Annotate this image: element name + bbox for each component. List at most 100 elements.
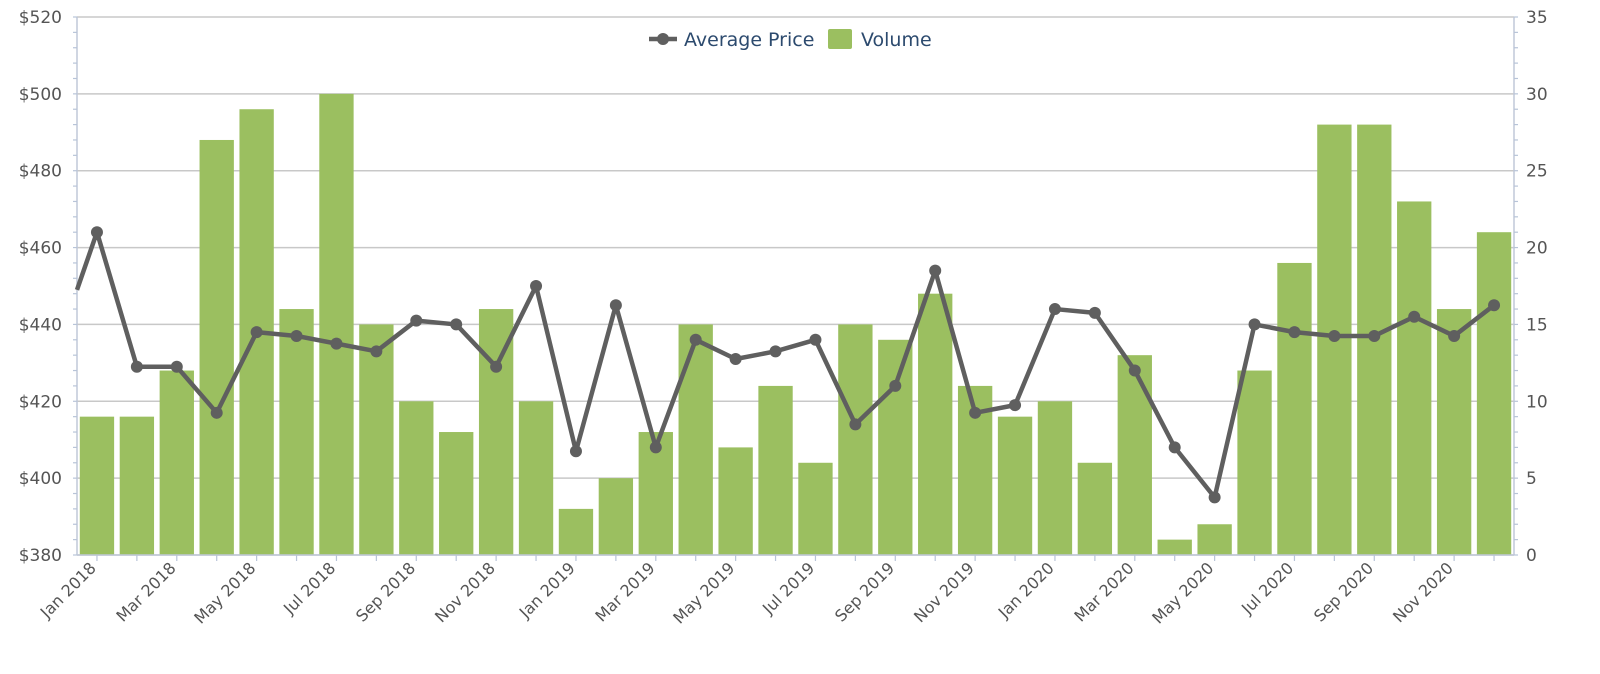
volume-bar[interactable] — [1077, 462, 1113, 555]
y-left-tick-label: $460 — [19, 239, 62, 259]
average-price-point[interactable] — [1168, 441, 1181, 454]
average-price-point[interactable] — [1328, 329, 1341, 342]
legend[interactable]: Average Price Volume — [649, 29, 932, 51]
average-price-point[interactable] — [210, 406, 223, 419]
legend-item-average-price[interactable]: Average Price — [649, 29, 814, 51]
volume-bars — [79, 93, 1512, 555]
average-price-point[interactable] — [849, 418, 862, 431]
volume-bar[interactable] — [1237, 370, 1272, 555]
x-tick-label: Mar 2019 — [591, 558, 658, 625]
average-price-point[interactable] — [809, 333, 822, 346]
volume-bar[interactable] — [199, 139, 234, 555]
average-price-point[interactable] — [569, 445, 582, 458]
average-price-point[interactable] — [490, 360, 503, 373]
volume-bar[interactable] — [1117, 355, 1152, 555]
average-price-point[interactable] — [450, 318, 463, 331]
average-price-point[interactable] — [649, 441, 662, 454]
volume-bar[interactable] — [439, 432, 474, 555]
average-price-point[interactable] — [1448, 329, 1461, 342]
legend-item-volume[interactable]: Volume — [828, 29, 932, 51]
average-price-point[interactable] — [769, 345, 782, 358]
legend-swatch — [828, 29, 852, 49]
volume-bar[interactable] — [319, 93, 354, 555]
average-price-point[interactable] — [1368, 329, 1381, 342]
average-price-point[interactable] — [1208, 491, 1221, 504]
average-price-point[interactable] — [1048, 303, 1061, 316]
volume-bar[interactable] — [1277, 262, 1312, 555]
average-price-point[interactable] — [1128, 364, 1141, 377]
volume-bar[interactable] — [558, 508, 594, 555]
volume-bar[interactable] — [598, 478, 634, 555]
average-price-point[interactable] — [130, 360, 143, 373]
x-tick-label: May 2020 — [1148, 558, 1217, 627]
x-tick-label: Nov 2018 — [431, 558, 499, 626]
y-right-tick-label: 0 — [1526, 546, 1537, 566]
x-tick-label: Sep 2019 — [831, 558, 898, 625]
y-right-tick-label: 25 — [1526, 162, 1548, 182]
average-price-point[interactable] — [729, 353, 742, 366]
volume-bar[interactable] — [399, 401, 434, 555]
average-price-point[interactable] — [410, 314, 423, 327]
volume-bar[interactable] — [1476, 232, 1512, 555]
y-left-tick-label: $480 — [19, 162, 62, 182]
x-tick-label: Mar 2018 — [112, 558, 179, 625]
average-price-point[interactable] — [90, 226, 103, 239]
average-price-point[interactable] — [1408, 310, 1421, 323]
volume-bar[interactable] — [838, 324, 873, 555]
y-right-tick-label: 5 — [1526, 469, 1537, 489]
volume-bar[interactable] — [79, 416, 115, 555]
average-price-point[interactable] — [330, 337, 343, 350]
x-tick-label: Nov 2020 — [1389, 558, 1457, 626]
volume-bar[interactable] — [1157, 539, 1192, 555]
volume-bar[interactable] — [918, 293, 953, 555]
average-price-point[interactable] — [290, 329, 303, 342]
volume-bar[interactable] — [119, 416, 155, 555]
volume-bar[interactable] — [758, 385, 793, 555]
average-price-point[interactable] — [1009, 399, 1022, 412]
volume-bar[interactable] — [678, 324, 713, 555]
volume-bar[interactable] — [878, 339, 913, 555]
legend-dot-marker — [657, 33, 669, 45]
volume-bar[interactable] — [1397, 201, 1432, 555]
average-price-point[interactable] — [609, 299, 622, 312]
average-price-point[interactable] — [1088, 306, 1101, 319]
x-tick-label: Jul 2020 — [1237, 558, 1297, 618]
x-tick-label: May 2018 — [190, 558, 259, 627]
grid-lines — [77, 16, 1514, 556]
y-left-tick-label: $400 — [19, 469, 62, 489]
average-price-line — [74, 226, 1501, 504]
y-left-tick-label: $440 — [19, 315, 62, 335]
volume-bar[interactable] — [718, 447, 753, 555]
volume-bar[interactable] — [478, 309, 514, 555]
volume-bar[interactable] — [518, 401, 554, 555]
volume-bar[interactable] — [997, 416, 1033, 555]
average-price-point[interactable] — [889, 379, 902, 392]
average-price-point[interactable] — [170, 360, 183, 373]
volume-bar[interactable] — [1197, 524, 1232, 555]
volume-bar[interactable] — [1037, 401, 1073, 555]
volume-bar[interactable] — [279, 309, 314, 555]
volume-bar[interactable] — [359, 324, 394, 555]
x-tick-label: Sep 2020 — [1310, 558, 1377, 625]
legend-label-volume: Volume — [861, 29, 932, 51]
average-price-point[interactable] — [1248, 318, 1261, 331]
volume-bar[interactable] — [798, 462, 833, 555]
y-left-tick-label: $420 — [19, 392, 62, 412]
x-tick-label: Nov 2019 — [910, 558, 978, 626]
average-price-point[interactable] — [530, 280, 543, 292]
volume-bar[interactable] — [159, 370, 194, 555]
y-right-tick-label: 15 — [1526, 315, 1548, 335]
average-price-point[interactable] — [1288, 326, 1301, 339]
y-left-tick-label: $520 — [19, 8, 62, 28]
average-price-point[interactable] — [969, 406, 982, 419]
average-price-point[interactable] — [370, 345, 383, 358]
y-left-tick-label: $380 — [19, 546, 62, 566]
average-price-point[interactable] — [689, 333, 702, 346]
volume-bar[interactable] — [1436, 309, 1472, 555]
x-tick-label: May 2019 — [669, 558, 738, 627]
average-price-point[interactable] — [1488, 299, 1501, 312]
average-price-point[interactable] — [929, 264, 942, 277]
y-right-tick-label: 20 — [1526, 239, 1548, 259]
average-price-point[interactable] — [250, 326, 263, 339]
